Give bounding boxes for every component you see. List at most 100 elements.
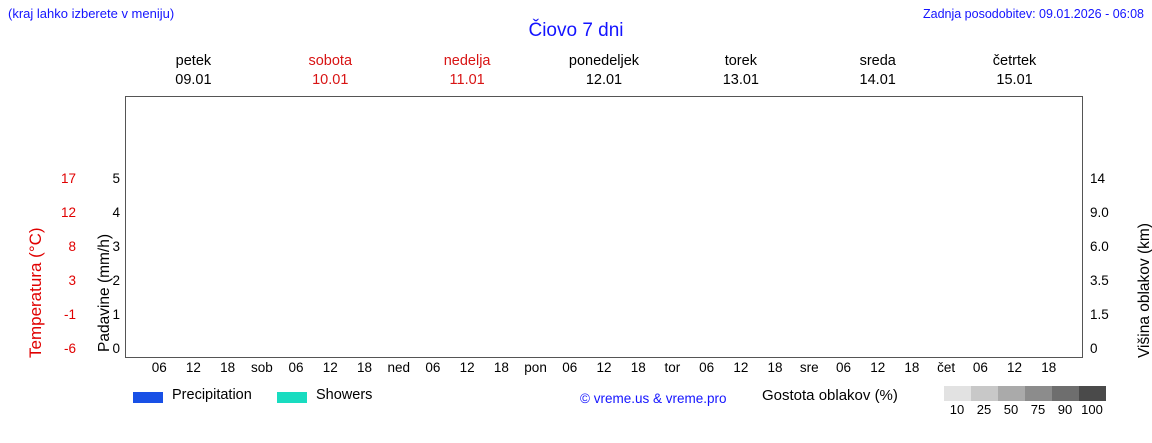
page-title: Čiovo 7 dni bbox=[528, 20, 624, 41]
time-tick: 18 bbox=[630, 360, 646, 375]
time-tick: 18 bbox=[1041, 360, 1057, 375]
time-tick: sob bbox=[250, 360, 273, 375]
cloud-density-swatch bbox=[944, 386, 971, 401]
wind-barb-band bbox=[125, 136, 1083, 166]
temperature-tick: -6 bbox=[63, 341, 76, 356]
temperature-label: 11 bbox=[893, 224, 908, 240]
time-tick: pon bbox=[524, 360, 547, 375]
day-name: četrtek bbox=[992, 53, 1037, 69]
temperature-label: 10 bbox=[216, 229, 232, 245]
cloud-height-tick: 14 bbox=[1090, 171, 1106, 186]
time-tick: 06 bbox=[425, 360, 441, 375]
temperature-label: 8 bbox=[757, 251, 765, 267]
cloud-density-tick: 10 bbox=[949, 402, 965, 417]
time-tick: ned bbox=[387, 360, 410, 375]
time-tick: 06 bbox=[151, 360, 167, 375]
cloud-density-swatch bbox=[1052, 386, 1079, 401]
time-tick: 06 bbox=[835, 360, 852, 375]
day-name: torek bbox=[724, 53, 757, 69]
time-tick: 06 bbox=[562, 360, 578, 375]
day-header-ponedeljek: ponedeljek 12.01 bbox=[536, 52, 673, 92]
time-tick: 18 bbox=[767, 360, 783, 375]
temperature-axis-title: Temperatura (°C) bbox=[26, 227, 45, 358]
time-tick: 12 bbox=[459, 360, 475, 375]
time-tick: 06 bbox=[972, 360, 988, 375]
temperature-label: 1 bbox=[668, 304, 676, 320]
chart-plot-area: 2108936-251871191210 bbox=[125, 166, 1083, 358]
precipitation-tick: 4 bbox=[112, 205, 120, 220]
time-tick: 12 bbox=[733, 360, 749, 375]
temperature-tick: 8 bbox=[68, 239, 76, 254]
precipitation-tick: 0 bbox=[112, 341, 120, 356]
cloud-density-tick: 75 bbox=[1030, 402, 1046, 417]
time-tick: tor bbox=[664, 360, 681, 375]
day-date: 12.01 bbox=[585, 72, 623, 88]
precipitation-legend-label: Precipitation bbox=[172, 387, 252, 403]
day-name: ponedeljek bbox=[568, 53, 640, 69]
temperature-label: 9 bbox=[981, 241, 989, 257]
day-name: sobota bbox=[308, 53, 353, 69]
precipitation-tick: 3 bbox=[112, 239, 120, 254]
day-name: sreda bbox=[859, 53, 896, 69]
precipitation-tick: 2 bbox=[112, 273, 120, 288]
cloud-density-swatch bbox=[1025, 386, 1052, 401]
day-date: 11.01 bbox=[449, 72, 485, 88]
time-tick: 06 bbox=[699, 360, 715, 375]
cloud-density-tick: 50 bbox=[1003, 402, 1019, 417]
day-header-row: petek 09.01 sobota 10.01 nedelja 11.01 ponedel… bbox=[125, 52, 1083, 92]
day-header-sobota: sobota 10.01 bbox=[262, 52, 399, 92]
time-tick: sre bbox=[799, 360, 819, 375]
cloud-density-tick: 25 bbox=[976, 402, 992, 417]
time-tick: 12 bbox=[596, 360, 612, 375]
temperature-label: 7 bbox=[798, 255, 806, 271]
temperature-tick: -1 bbox=[63, 307, 76, 322]
day-header-torek: torek 13.01 bbox=[672, 52, 809, 92]
day-date: 10.01 bbox=[312, 72, 349, 88]
precipitation-tick: 1 bbox=[112, 307, 120, 322]
time-tick: čet bbox=[937, 360, 956, 375]
cloud-density-legend-title: Gostota oblakov (%) bbox=[762, 387, 898, 404]
time-tick: 06 bbox=[288, 360, 304, 375]
cloud-height-tick: 6.0 bbox=[1090, 239, 1109, 254]
cloud-height-tick: 9.0 bbox=[1090, 205, 1109, 220]
day-name: nedelja bbox=[443, 53, 491, 69]
time-tick: 12 bbox=[185, 360, 201, 375]
precipitation-legend-swatch bbox=[133, 392, 163, 403]
temperature-curve bbox=[125, 214, 1083, 323]
time-tick: 12 bbox=[322, 360, 338, 375]
day-date: 09.01 bbox=[175, 72, 212, 88]
temperature-label: 12 bbox=[1025, 213, 1041, 229]
day-date: 15.01 bbox=[996, 72, 1033, 88]
weather-icon-band bbox=[125, 96, 1083, 136]
time-tick: 12 bbox=[1007, 360, 1023, 375]
cloud-height-tick: 0 bbox=[1090, 341, 1098, 356]
temperature-label: 10 bbox=[1078, 231, 1083, 247]
cloud-density-tick: 90 bbox=[1057, 402, 1073, 417]
day-header-četrtek: četrtek 15.01 bbox=[946, 52, 1083, 92]
temperature-label: 6 bbox=[470, 263, 478, 279]
day-header-sreda: sreda 14.01 bbox=[809, 52, 946, 92]
location-hint[interactable]: (kraj lahko izberete v meniju) bbox=[8, 6, 175, 21]
time-tick: 18 bbox=[356, 360, 373, 375]
cloud-height-axis-title: Višina oblakov (km) bbox=[1136, 223, 1152, 358]
cloud-height-tick: 1.5 bbox=[1090, 307, 1109, 322]
temperature-tick: 3 bbox=[68, 273, 76, 288]
temperature-label: 8 bbox=[368, 251, 376, 267]
cloud-height-tick: 3.5 bbox=[1090, 273, 1109, 288]
cloud-density-swatch bbox=[998, 386, 1025, 401]
cloud-density-tick: 100 bbox=[1081, 402, 1103, 417]
temperature-label: 3 bbox=[432, 289, 440, 305]
day-date: 13.01 bbox=[722, 72, 759, 88]
showers-legend-label: Showers bbox=[316, 387, 373, 403]
showers-legend-swatch bbox=[277, 392, 307, 403]
temperature-label: -2 bbox=[568, 324, 581, 340]
copyright[interactable]: © vreme.us & vreme.pro bbox=[580, 391, 727, 406]
day-header-nedelja: nedelja 11.01 bbox=[399, 52, 536, 92]
day-date: 14.01 bbox=[859, 72, 896, 88]
cloud-density-swatch bbox=[1079, 386, 1106, 401]
time-tick: 18 bbox=[220, 360, 236, 375]
day-header-petek: petek 09.01 bbox=[125, 52, 262, 92]
precipitation-tick: 5 bbox=[112, 171, 120, 186]
last-updated: Zadnja posodobitev: 09.01.2026 - 06:08 bbox=[922, 7, 1144, 21]
